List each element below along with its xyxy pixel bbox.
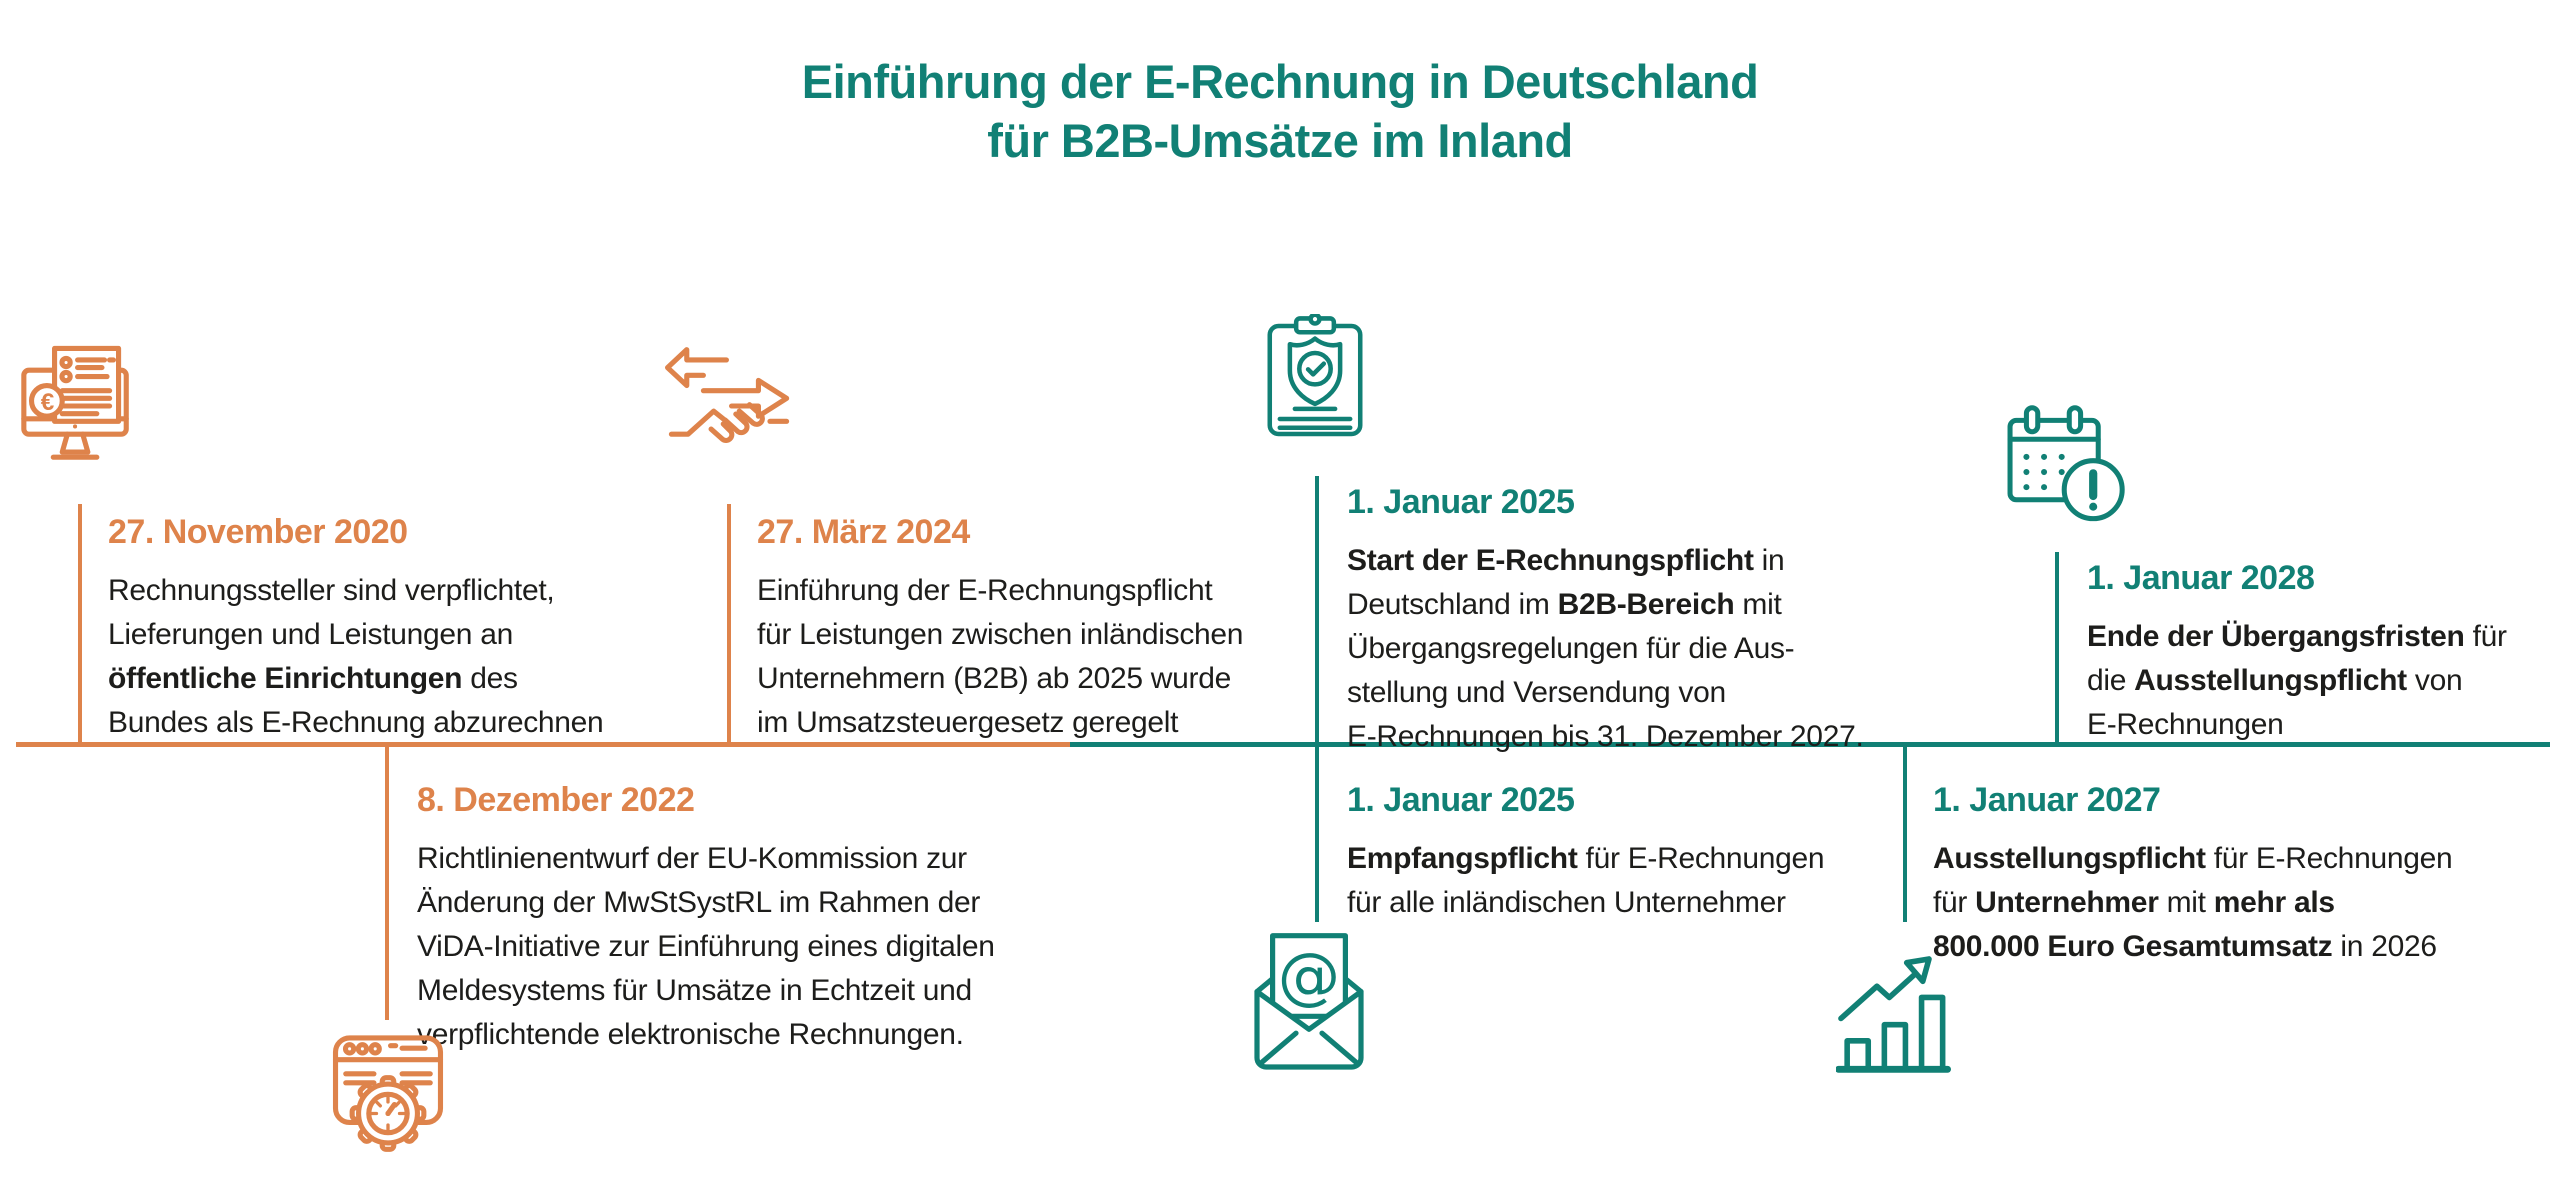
timeline-event-2028: 1. Januar 2028 Ende der Übergangsfristen… bbox=[2087, 558, 2507, 747]
invoice-monitor-icon: € bbox=[20, 342, 148, 470]
event-connector-2025-start bbox=[1315, 476, 1319, 747]
svg-text:@: @ bbox=[1278, 939, 1340, 1012]
event-description: Start der E-Rechnungspflicht in Deutschla… bbox=[1347, 544, 1864, 753]
event-date: 1. Januar 2028 bbox=[2087, 559, 2315, 597]
timeline-event-2022: 8. Dezember 2022 Richtlinienentwurf der … bbox=[417, 780, 995, 1057]
clipboard-shield-check-icon bbox=[1266, 314, 1364, 441]
event-connector-2028 bbox=[2055, 552, 2059, 747]
event-connector-2027 bbox=[1903, 742, 1907, 922]
svg-text:€: € bbox=[41, 389, 55, 416]
event-description: Empfangspflicht für E-Rechnungen für alle… bbox=[1347, 842, 1825, 919]
event-connector-2025-empfang bbox=[1315, 742, 1319, 922]
event-connector-2024 bbox=[727, 504, 731, 747]
event-date: 1. Januar 2025 bbox=[1347, 483, 1575, 521]
envelope-at-icon: @ bbox=[1244, 928, 1374, 1076]
event-description: Rechnungssteller sind verpflichtet, Liefe… bbox=[108, 574, 604, 739]
event-date: 8. Dezember 2022 bbox=[417, 781, 695, 819]
timeline-axis-teal-segment bbox=[1070, 742, 2550, 747]
browser-gear-icon bbox=[324, 1028, 452, 1158]
event-date: 1. Januar 2027 bbox=[1933, 781, 2161, 819]
timeline-event-2020: 27. November 2020 Rechnungssteller sind … bbox=[108, 512, 604, 745]
page-title-line-1: Einführung der E-Rechnung in Deutschland bbox=[801, 55, 1759, 108]
timeline-event-2025-start: 1. Januar 2025 Start der E-Rechnungspfli… bbox=[1347, 482, 1864, 759]
timeline-event-2025-empfang: 1. Januar 2025 Empfangspflicht für E-Rec… bbox=[1347, 780, 1825, 925]
calendar-alert-icon bbox=[2002, 404, 2134, 530]
timeline-event-2024: 27. März 2024 Einführung der E-Rechnungs… bbox=[757, 512, 1243, 745]
event-connector-2022 bbox=[385, 742, 389, 1020]
page-title: Einführung der E-Rechnung in Deutschland… bbox=[0, 52, 2560, 170]
timeline-event-2027: 1. Januar 2027 Ausstellungspflicht für E… bbox=[1933, 780, 2453, 969]
page-title-line-2: für B2B-Umsätze im Inland bbox=[987, 114, 1573, 167]
event-description: Ende der Übergangsfristen für die Ausstel… bbox=[2087, 620, 2507, 741]
event-description: Ausstellungspflicht für E-Rechnungen für … bbox=[1933, 842, 2453, 963]
exchange-handshake-icon bbox=[656, 342, 802, 470]
timeline-axis-orange-segment bbox=[16, 742, 1070, 747]
event-connector-2020 bbox=[78, 504, 82, 747]
event-description: Einführung der E-Rechnungspflicht für Lei… bbox=[757, 574, 1244, 739]
event-description: Richtlinienentwurf der EU-Kommission zur… bbox=[417, 842, 995, 1051]
event-date: 27. November 2020 bbox=[108, 513, 408, 551]
event-date: 27. März 2024 bbox=[757, 513, 970, 551]
growth-chart-icon bbox=[1836, 952, 1960, 1080]
event-date: 1. Januar 2025 bbox=[1347, 781, 1575, 819]
